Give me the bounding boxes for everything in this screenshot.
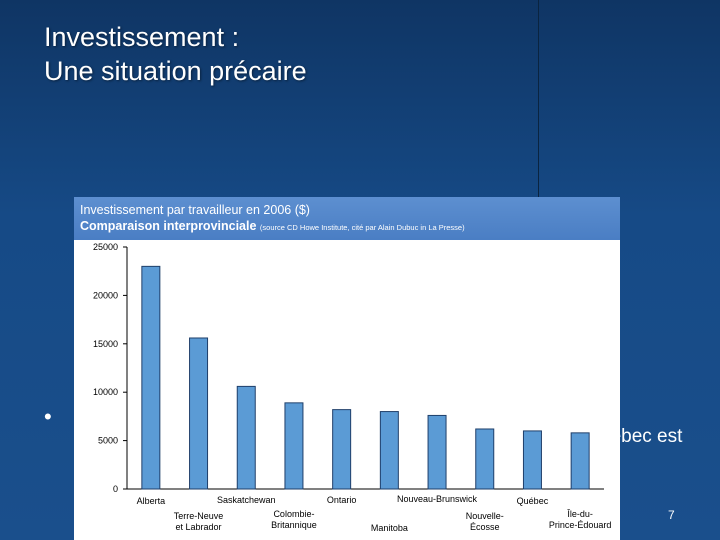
x-tick-label: Nouveau-Brunswick xyxy=(397,494,478,504)
bar xyxy=(284,402,304,490)
bar xyxy=(427,414,447,490)
bar xyxy=(332,409,352,490)
y-tick-label: 5000 xyxy=(98,436,118,446)
slide-title: Investissement : Une situation précaire xyxy=(44,20,524,88)
chart-panel: Investissement par travailleur en 2006 (… xyxy=(74,197,620,540)
x-tick-label: Saskatchewan xyxy=(217,495,276,505)
x-tick-label: Ontario xyxy=(327,495,357,505)
y-tick-label: 0 xyxy=(113,484,118,494)
x-tick-label: Alberta xyxy=(137,496,166,506)
x-tick-label: Québec xyxy=(517,496,549,506)
bullet-marker: • xyxy=(44,404,52,429)
bullet-text-fragment: uébec est xyxy=(600,426,683,447)
slide-title-line-1: Investissement : xyxy=(44,22,240,52)
chart-header: Investissement par travailleur en 2006 (… xyxy=(74,197,620,240)
y-tick-label: 15000 xyxy=(93,339,118,349)
x-tick-label: Terre-Neuve et Labrador xyxy=(174,511,224,532)
chart-title-block: Investissement par travailleur en 2006 (… xyxy=(80,202,465,236)
chart-title: Investissement par travailleur en 2006 (… xyxy=(80,203,310,217)
bar-chart: 25000 20000 15000 10000 5000 0 Alberta Terre-Ne… xyxy=(93,242,612,533)
y-tick-label: 10000 xyxy=(93,387,118,397)
slide-number: 7 xyxy=(668,508,675,522)
slide-title-line-2: Une situation précaire xyxy=(44,56,307,86)
bar xyxy=(522,430,542,490)
bar xyxy=(141,265,161,490)
y-tick-label: 25000 xyxy=(93,242,118,252)
x-tick-label: Colombie-Britannique xyxy=(271,509,317,530)
decorative-vertical-line xyxy=(538,0,539,208)
x-tick-label: Nouvelle-Écosse xyxy=(466,511,504,532)
chart-subtitle: Comparaison interprovinciale xyxy=(80,219,257,233)
bar xyxy=(236,385,256,490)
bar xyxy=(475,428,495,490)
chart-source: (source CD Howe Institute, cité par Alai… xyxy=(259,223,465,232)
y-tick-label: 20000 xyxy=(93,290,118,300)
x-tick-label: Manitoba xyxy=(371,523,408,533)
bar xyxy=(570,432,590,490)
chart-subtitle-line: Comparaison interprovinciale (source CD … xyxy=(80,218,465,236)
bar xyxy=(189,337,209,490)
x-tick-label: Île-du-Prince-Édouard xyxy=(549,509,612,530)
bar xyxy=(379,411,399,490)
